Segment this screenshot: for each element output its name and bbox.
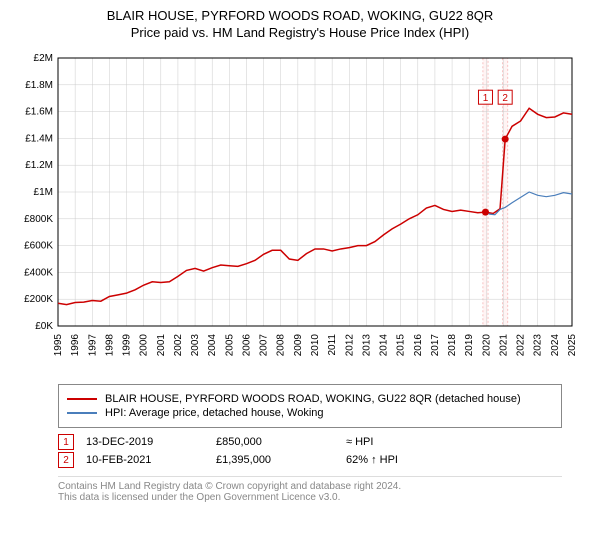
- svg-text:£800K: £800K: [24, 214, 53, 225]
- svg-text:2019: 2019: [464, 334, 475, 357]
- svg-text:2012: 2012: [344, 334, 355, 357]
- legend-label: BLAIR HOUSE, PYRFORD WOODS ROAD, WOKING,…: [105, 393, 521, 405]
- svg-text:2013: 2013: [361, 334, 372, 357]
- svg-text:2: 2: [502, 93, 508, 104]
- transaction-row: 2 10-FEB-2021£1,395,00062% ↑ HPI: [58, 452, 562, 468]
- line-chart-svg: £0K £200K £400K £600K £800K £1M £1.2M £1.4M £1.6…: [8, 46, 592, 376]
- footer-line-1: Contains HM Land Registry data © Crown c…: [58, 481, 562, 492]
- svg-text:£1.4M: £1.4M: [25, 133, 53, 144]
- svg-text:2007: 2007: [259, 334, 270, 357]
- svg-text:2024: 2024: [550, 334, 561, 357]
- svg-text:2009: 2009: [293, 334, 304, 357]
- svg-text:£1.8M: £1.8M: [25, 80, 53, 91]
- marker-1: [482, 209, 489, 216]
- svg-text:2004: 2004: [207, 334, 218, 357]
- svg-text:2016: 2016: [413, 334, 424, 357]
- chart-title-1: BLAIR HOUSE, PYRFORD WOODS ROAD, WOKING,…: [8, 8, 592, 23]
- svg-text:2017: 2017: [430, 334, 441, 357]
- transaction-date: 13-DEC-2019: [86, 436, 216, 448]
- chart-title-2: Price paid vs. HM Land Registry's House …: [8, 25, 592, 40]
- svg-text:2001: 2001: [156, 334, 167, 357]
- svg-text:2014: 2014: [379, 334, 390, 357]
- svg-text:2018: 2018: [447, 334, 458, 357]
- svg-text:2006: 2006: [241, 334, 252, 357]
- svg-text:2020: 2020: [481, 334, 492, 357]
- svg-text:£600K: £600K: [24, 241, 53, 252]
- svg-text:2010: 2010: [310, 334, 321, 357]
- transaction-delta: ≈ HPI: [346, 436, 562, 448]
- legend-label: HPI: Average price, detached house, Woki…: [105, 407, 324, 419]
- svg-text:£200K: £200K: [24, 294, 53, 305]
- svg-text:2025: 2025: [567, 334, 578, 357]
- svg-text:£1.2M: £1.2M: [25, 160, 53, 171]
- svg-text:£1M: £1M: [34, 187, 53, 198]
- transaction-badge: 2: [58, 452, 74, 468]
- svg-text:2011: 2011: [327, 334, 338, 356]
- svg-text:1995: 1995: [53, 334, 64, 357]
- svg-text:£0K: £0K: [35, 321, 53, 332]
- transaction-row: 1 13-DEC-2019£850,000≈ HPI: [58, 434, 562, 450]
- svg-text:2015: 2015: [396, 334, 407, 357]
- svg-text:2003: 2003: [190, 334, 201, 357]
- svg-text:2002: 2002: [173, 334, 184, 357]
- svg-text:1997: 1997: [87, 334, 98, 357]
- transaction-date: 10-FEB-2021: [86, 454, 216, 466]
- svg-text:2000: 2000: [139, 334, 150, 357]
- svg-text:£1.6M: £1.6M: [25, 107, 53, 118]
- svg-text:1: 1: [483, 93, 489, 104]
- transaction-delta: 62% ↑ HPI: [346, 454, 562, 466]
- legend-item: BLAIR HOUSE, PYRFORD WOODS ROAD, WOKING,…: [67, 393, 553, 405]
- legend-swatch: [67, 412, 97, 414]
- marker-2: [502, 136, 509, 143]
- footer-line-2: This data is licensed under the Open Gov…: [58, 492, 562, 503]
- transaction-badge: 1: [58, 434, 74, 450]
- legend-item: HPI: Average price, detached house, Woki…: [67, 407, 553, 419]
- svg-text:£2M: £2M: [34, 53, 53, 64]
- transaction-price: £850,000: [216, 436, 346, 448]
- chart-area: £0K £200K £400K £600K £800K £1M £1.2M £1.4M £1.6…: [8, 46, 592, 376]
- svg-text:£400K: £400K: [24, 267, 53, 278]
- transaction-list: 1 13-DEC-2019£850,000≈ HPI 2 10-FEB-2021£1,…: [58, 434, 562, 468]
- legend: BLAIR HOUSE, PYRFORD WOODS ROAD, WOKING,…: [58, 384, 562, 428]
- svg-text:2022: 2022: [516, 334, 527, 357]
- svg-text:2005: 2005: [224, 334, 235, 357]
- transaction-price: £1,395,000: [216, 454, 346, 466]
- svg-text:2023: 2023: [533, 334, 544, 357]
- svg-text:1996: 1996: [70, 334, 81, 357]
- footer-attribution: Contains HM Land Registry data © Crown c…: [58, 476, 562, 503]
- svg-text:2021: 2021: [498, 334, 509, 357]
- svg-text:1999: 1999: [122, 334, 133, 357]
- svg-text:2008: 2008: [276, 334, 287, 357]
- legend-swatch: [67, 398, 97, 400]
- svg-text:1998: 1998: [104, 334, 115, 357]
